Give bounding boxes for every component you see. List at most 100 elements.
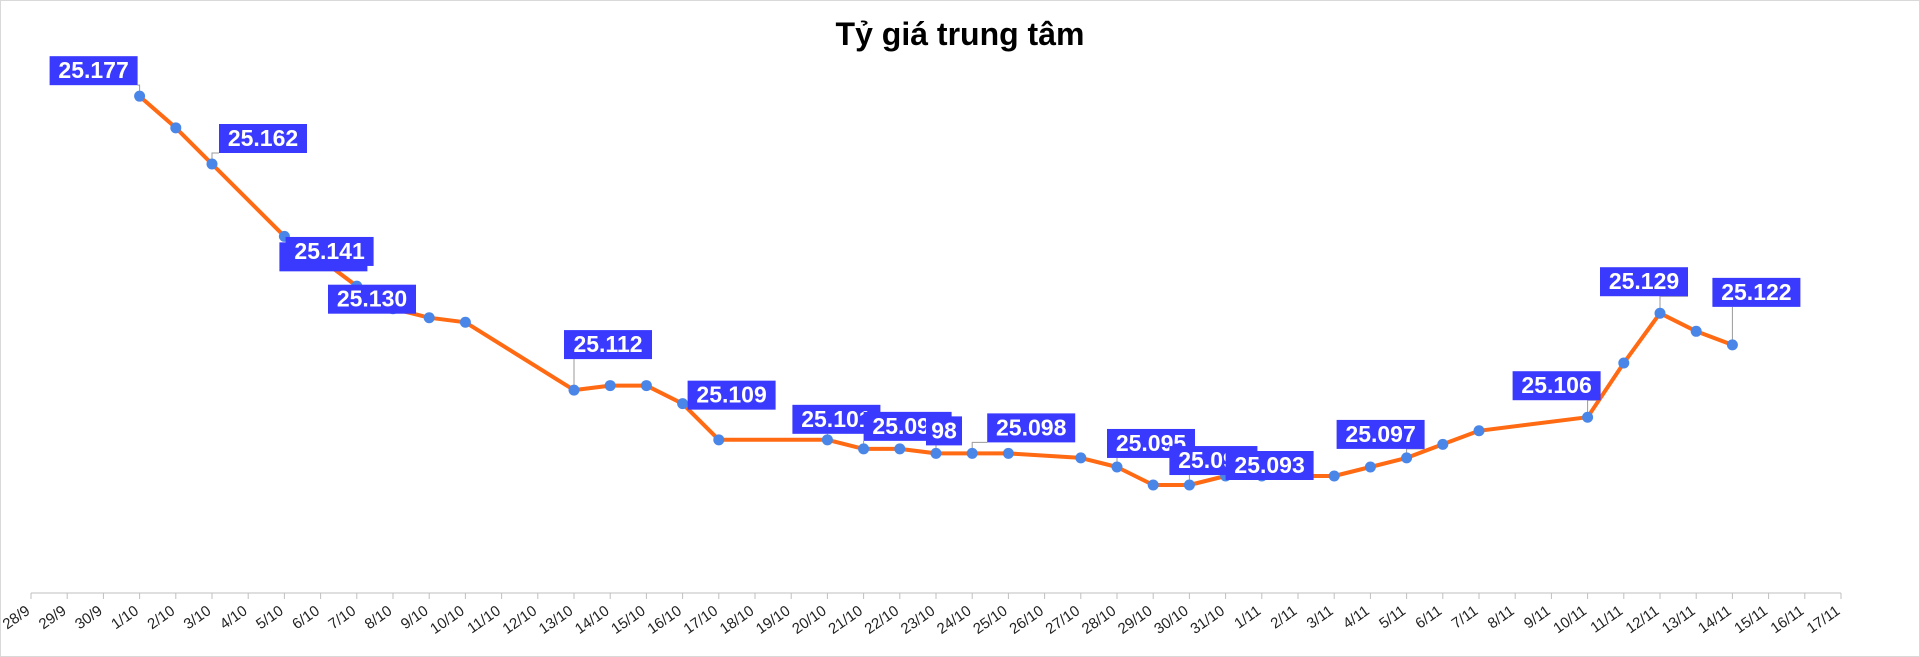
data-point [1690, 325, 1702, 337]
x-tick-label: 4/11 [1340, 602, 1373, 632]
data-label: 25.106 [1512, 371, 1601, 401]
data-label-box [1712, 277, 1801, 307]
x-tick-label: 26/10 [1006, 602, 1047, 637]
data-point [1075, 452, 1087, 464]
x-tick-label: 11/10 [464, 602, 504, 637]
data-label-layer: 25.17725.16225.14625.14125.13025.11225.1… [49, 56, 1801, 480]
x-tick-label: 30/10 [1151, 602, 1192, 637]
data-point [1364, 461, 1376, 473]
x-tick-label: 31/10 [1187, 602, 1228, 637]
data-point [1473, 425, 1485, 437]
data-label-box [987, 413, 1076, 443]
x-tick-label: 30/9 [72, 602, 106, 633]
x-tick-label: 28/10 [1079, 602, 1120, 637]
x-tick-label: 3/11 [1304, 602, 1337, 632]
data-label-text: 25.106 [1521, 372, 1591, 398]
data-point [858, 443, 870, 455]
data-label-text: 98 [931, 417, 957, 443]
data-label: 25.162 [219, 124, 307, 153]
x-tick-label: 27/10 [1043, 602, 1084, 637]
x-tick-label: 28/9 [0, 602, 33, 633]
x-tick-label: 13/10 [536, 602, 577, 637]
chart-title: Tỷ giá trung tâm [835, 16, 1085, 52]
data-point [423, 312, 435, 324]
data-point [568, 384, 580, 396]
data-point [1437, 438, 1449, 450]
data-point [930, 447, 942, 459]
data-label-text: 25.101 [801, 406, 872, 432]
data-label-text: 25.177 [58, 57, 128, 83]
data-label-text: 25.122 [1721, 279, 1791, 305]
x-axis: 28/9 29/9 30/9 1/10 2/10 3/10 4/10 5/10 6/10 7/10… [0, 592, 1844, 638]
data-point [170, 122, 182, 134]
data-label: 25.141 [285, 236, 374, 266]
data-point [1618, 357, 1630, 369]
x-tick-label: 17/11 [1804, 602, 1844, 637]
x-tick-label: 8/11 [1485, 602, 1518, 632]
data-label: 25.122 [1712, 277, 1801, 307]
data-label: 25.093 [1225, 451, 1314, 480]
x-tick-label: 7/10 [325, 602, 359, 633]
x-tick-label: 9/10 [398, 602, 432, 633]
data-label-text: 25.093 [1234, 452, 1304, 478]
data-point [206, 158, 218, 170]
data-label: 25.112 [564, 330, 652, 360]
x-tick-label: 18/10 [717, 602, 758, 637]
data-label: 25.109 [687, 380, 776, 410]
data-point [821, 434, 833, 446]
data-point [604, 380, 616, 392]
x-tick-label: 12/10 [500, 602, 541, 637]
x-tick-label: 7/11 [1449, 602, 1482, 632]
data-point [640, 380, 652, 392]
x-tick-label: 11/11 [1587, 602, 1626, 636]
x-tick-label: 22/10 [862, 602, 903, 637]
data-label-box [219, 124, 307, 153]
x-tick-label: 14/10 [572, 602, 613, 637]
data-point [1654, 307, 1666, 319]
x-tick-label: 2/11 [1268, 602, 1301, 632]
data-label-box [564, 330, 652, 360]
data-label-box [687, 380, 776, 410]
x-tick-label: 5/10 [253, 602, 287, 633]
x-tick-label: 15/10 [608, 602, 649, 637]
data-label-text: 25.130 [337, 286, 407, 312]
data-label-text: 25.112 [573, 331, 642, 357]
data-label-text: 25.097 [1345, 421, 1415, 447]
x-tick-label: 10/11 [1550, 602, 1590, 637]
x-tick-label: 10/10 [427, 602, 468, 637]
x-tick-label: 6/11 [1412, 602, 1445, 632]
x-tick-label: 21/10 [825, 602, 866, 637]
data-point [1147, 479, 1159, 491]
data-point [1183, 479, 1195, 491]
x-tick-label: 23/10 [898, 602, 939, 637]
x-tick-label: 13/11 [1659, 602, 1699, 637]
x-tick-label: 29/9 [36, 602, 70, 633]
data-label-text: 25.098 [996, 414, 1067, 440]
x-tick-label: 16/10 [644, 602, 685, 637]
x-tick-label: 2/10 [144, 602, 178, 633]
data-label: 25.177 [49, 56, 138, 86]
data-label-box [1512, 371, 1601, 401]
x-tick-label: 17/10 [681, 602, 722, 637]
data-point [1726, 339, 1738, 351]
data-label: 98 [926, 416, 962, 446]
data-label-box [1600, 267, 1688, 297]
data-label-box [1225, 451, 1314, 480]
data-label-text: 25.162 [228, 125, 298, 151]
x-tick-label: 19/10 [753, 602, 794, 637]
data-label-text: 25.129 [1609, 268, 1679, 294]
x-tick-label: 4/10 [217, 602, 251, 633]
x-tick-label: 12/11 [1623, 602, 1663, 637]
data-label-text: 25.141 [294, 238, 365, 264]
data-label-box [926, 416, 962, 446]
data-label-box [285, 236, 374, 266]
x-tick-label: 20/10 [789, 602, 830, 637]
data-point [677, 398, 689, 410]
data-label-box [328, 284, 416, 314]
data-point [1582, 411, 1594, 423]
data-point [459, 316, 471, 328]
data-point [1328, 470, 1340, 482]
x-tick-label: 15/11 [1731, 602, 1771, 637]
x-tick-label: 1/11 [1231, 602, 1264, 632]
